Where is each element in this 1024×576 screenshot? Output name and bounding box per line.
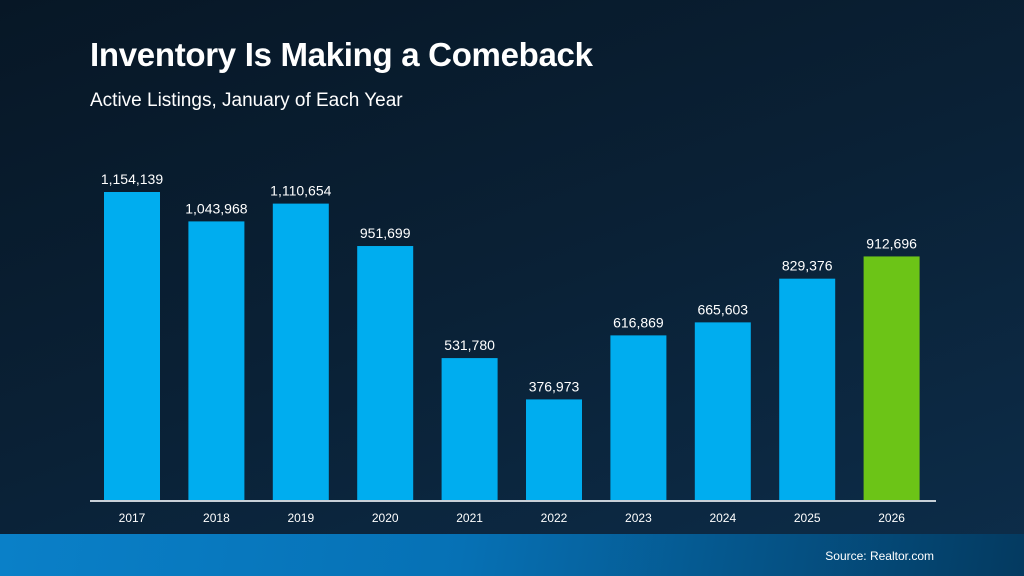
bar-2020 [357, 246, 414, 500]
chart-subtitle: Active Listings, January of Each Year [90, 90, 403, 111]
data-label: 531,780 [444, 337, 495, 353]
x-tick-label: 2026 [878, 511, 905, 525]
data-label: 1,154,139 [101, 171, 163, 187]
data-label: 616,869 [613, 314, 664, 330]
source-note: Source: Realtor.com [825, 549, 934, 563]
data-label: 912,696 [866, 235, 917, 251]
x-tick-label: 2023 [625, 511, 652, 525]
x-tick-label: 2022 [541, 511, 568, 525]
bar-2025 [779, 278, 836, 500]
x-tick-label: 2019 [287, 511, 314, 525]
bar-chart: 1,154,139 2017 1,043,968 2018 1,110,654 2019 9… [90, 171, 936, 525]
x-tick-label: 2024 [709, 511, 736, 525]
data-label: 376,973 [529, 378, 580, 394]
data-label: 951,699 [360, 225, 411, 241]
bar-2024 [694, 322, 751, 500]
bar-2018 [188, 221, 245, 500]
bar-2026 [863, 256, 920, 500]
data-label: 665,603 [697, 301, 748, 317]
data-label: 1,110,654 [270, 183, 331, 199]
x-tick-label: 2021 [456, 511, 483, 525]
footer-band: Source: Realtor.com [0, 534, 1024, 576]
data-label: 1,043,968 [185, 200, 247, 216]
bar-2021 [441, 358, 498, 500]
bar-2023 [610, 335, 667, 500]
x-tick-label: 2025 [794, 511, 821, 525]
x-tick-label: 2017 [119, 511, 146, 525]
bar-2019 [272, 203, 329, 500]
chart-title: Inventory Is Making a Comeback [90, 36, 593, 73]
x-tick-label: 2020 [372, 511, 399, 525]
bar-2017 [104, 192, 160, 500]
x-tick-label: 2018 [203, 511, 230, 525]
data-label: 829,376 [782, 258, 833, 274]
bar-2022 [526, 399, 582, 500]
